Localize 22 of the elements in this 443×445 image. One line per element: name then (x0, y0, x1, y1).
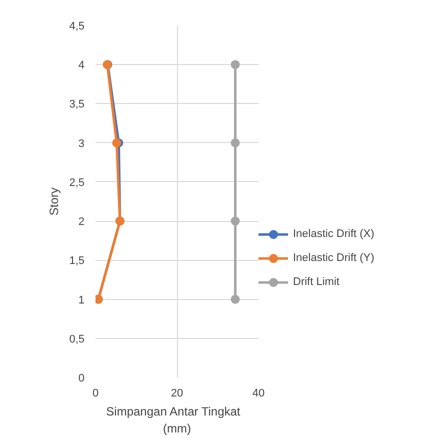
point (230, 216, 240, 226)
y-tick-label: 0 (78, 372, 85, 384)
point (230, 60, 240, 70)
x-axis-title: Simpangan Antar Tingkat (mm) (106, 404, 241, 436)
y-tick-label: 2 (78, 216, 85, 228)
legend-label: Inelastic Drift (X) (293, 228, 374, 240)
y-tick-label: 2,5 (69, 176, 85, 189)
legend-label: Drift Limit (293, 276, 340, 288)
x-tick-label: 0 (92, 388, 99, 400)
point (230, 138, 240, 148)
y-tick-label: 1,5 (69, 255, 85, 268)
y-tick-label: 4,5 (69, 20, 85, 32)
y-axis-title: Story (47, 187, 62, 216)
x-tick-label: 40 (252, 388, 265, 400)
y-tick-label: 3 (78, 138, 85, 150)
y-tick-label: 3,5 (69, 98, 85, 111)
legend-label: Inelastic Drift (Y) (293, 252, 374, 264)
y-tick-label: 1 (78, 294, 85, 306)
y-tick-label: 4 (78, 60, 85, 72)
point (230, 294, 240, 304)
x-tick-label: 20 (170, 388, 184, 400)
y-tick-label: 0,5 (69, 333, 85, 346)
